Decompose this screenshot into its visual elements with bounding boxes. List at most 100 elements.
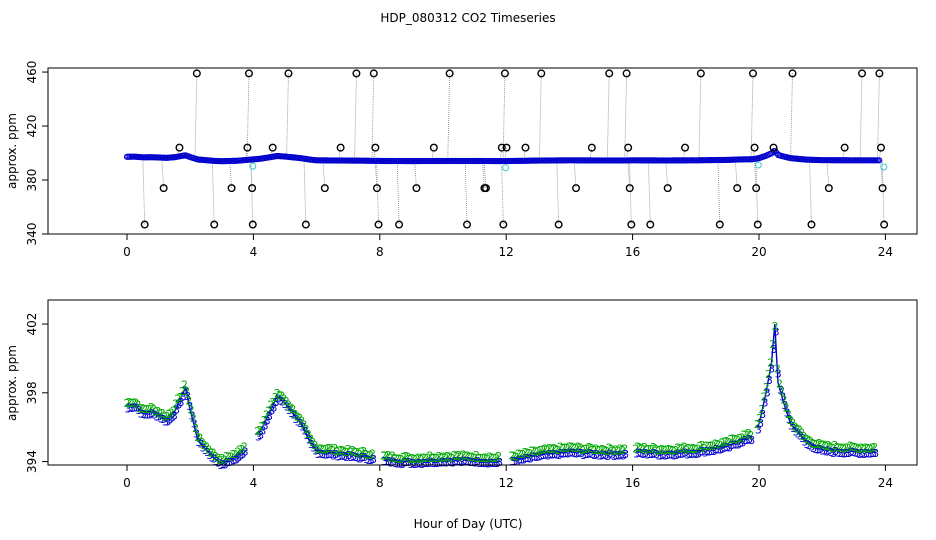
- calibration-point: [244, 69, 253, 78]
- calibration-drop-line: [142, 157, 146, 225]
- bottom-marker-3: 3: [211, 452, 218, 465]
- bottom-marker-2: 2: [685, 442, 692, 455]
- bottom-marker-3: 3: [133, 402, 140, 415]
- calibration-point: [858, 69, 867, 78]
- bottom-marker-3: 3: [492, 457, 499, 470]
- bottom-marker-2: 2: [391, 452, 398, 465]
- bottom-marker-2: 2: [756, 412, 763, 425]
- calibration-drop-line: [270, 147, 274, 158]
- bottom-marker-3: 3: [790, 422, 797, 435]
- bottom-marker-2: 2: [402, 450, 409, 463]
- bottom-marker-2: 2: [721, 435, 728, 448]
- bottom-marker-3: 3: [368, 454, 375, 467]
- bottom-marker-3: 3: [823, 446, 830, 459]
- bottom-marker-2: 2: [179, 385, 186, 398]
- bottom-marker-3: 3: [593, 448, 600, 461]
- bottom-marker-2: 2: [694, 443, 701, 456]
- bottom-marker-3: 3: [299, 420, 306, 433]
- bottom-marker-3: 3: [589, 448, 596, 461]
- bottom-marker-3: 3: [850, 446, 857, 459]
- calibration-point: [140, 220, 149, 229]
- bottom-marker-2: 2: [323, 443, 330, 456]
- calibration-point: [663, 184, 672, 193]
- bottom-marker-3: 3: [397, 458, 404, 471]
- bottom-marker-3: 3: [166, 413, 173, 426]
- bottom-marker-3: 3: [715, 443, 722, 456]
- bottom-marker-2: 2: [865, 442, 872, 455]
- bottom-marker-2: 2: [637, 442, 644, 455]
- calibration-point: [605, 69, 614, 78]
- bottom-marker-3: 3: [863, 447, 870, 460]
- bottom-marker-3: 3: [691, 447, 698, 460]
- bottom-marker-3: 3: [421, 457, 428, 470]
- bottom-marker-3: 3: [195, 436, 202, 449]
- bottom-marker-3: 3: [762, 396, 769, 409]
- bottom-marker-2: 2: [210, 447, 217, 460]
- bottom-marker-2: 2: [438, 452, 445, 465]
- calibration-point: [537, 69, 546, 78]
- calibration-drop-line: [734, 159, 738, 189]
- bottom-marker-2: 2: [531, 444, 538, 457]
- bottom-marker-3: 3: [642, 447, 649, 460]
- bottom-marker-2: 2: [617, 443, 624, 456]
- bottom-marker-2: 2: [725, 436, 732, 449]
- calibration-drop-line: [414, 161, 417, 189]
- bottom-marker-2: 2: [347, 445, 354, 458]
- bottom-marker-3: 3: [454, 456, 461, 469]
- calibration-drop-line: [629, 160, 632, 225]
- bottom-marker-3: 3: [680, 448, 687, 461]
- bottom-marker-3: 3: [682, 447, 689, 460]
- bottom-marker-3: 3: [635, 446, 642, 459]
- bottom-marker-3: 3: [755, 423, 762, 436]
- bottom-marker-2: 2: [634, 440, 641, 453]
- bottom-marker-3: 3: [764, 387, 771, 400]
- bottom-marker-2: 2: [484, 453, 491, 466]
- bottom-marker-2: 2: [356, 447, 363, 460]
- bottom-marker-3: 3: [315, 448, 322, 461]
- bottom-marker-3: 3: [266, 410, 273, 423]
- bottom-marker-2: 2: [621, 442, 628, 455]
- bottom-marker-2: 2: [274, 387, 281, 400]
- bottom-marker-2: 2: [196, 431, 203, 444]
- bottom-marker-2: 2: [641, 441, 648, 454]
- bottom-marker-3: 3: [870, 447, 877, 460]
- bottom-marker-2: 2: [135, 398, 142, 411]
- bottom-marker-3: 3: [651, 447, 658, 460]
- bottom-marker-3: 3: [147, 408, 154, 421]
- calibration-drop-line: [483, 161, 487, 189]
- bottom-marker-2: 2: [668, 443, 675, 456]
- bottom-marker-3: 3: [675, 447, 682, 460]
- bottom-marker-2: 2: [561, 441, 568, 454]
- bottom-marker-3: 3: [284, 401, 291, 414]
- bottom-marker-3: 3: [713, 443, 720, 456]
- bottom-axes: 0 4 8 12 16 20 24 394 398 402: [25, 313, 893, 490]
- bottom-marker-2: 2: [223, 450, 230, 463]
- calibration-point: [284, 69, 293, 78]
- calibration-point: [497, 143, 506, 152]
- bottom-marker-2: 2: [575, 441, 582, 454]
- bottom-marker-3: 3: [456, 455, 463, 468]
- bottom-marker-2: 2: [124, 397, 131, 410]
- bottom-marker-2: 2: [305, 428, 312, 441]
- bottom-marker-3: 3: [830, 447, 837, 460]
- bottom-marker-3: 3: [175, 399, 182, 412]
- calibration-point: [646, 220, 655, 229]
- bottom-marker-2: 2: [566, 441, 573, 454]
- top-panel: approx. ppm 0 4 8 12 16 20 24 340 380 420 460: [5, 61, 918, 259]
- bottom-marker-3: 3: [153, 411, 160, 424]
- bottom-marker-2: 2: [778, 384, 785, 397]
- bottom-marker-3: 3: [706, 445, 713, 458]
- bottom-marker-2: 2: [515, 447, 522, 460]
- bottom-marker-3: 3: [158, 413, 165, 426]
- bottom-marker-3: 3: [582, 448, 589, 461]
- bottom-marker-3: 3: [481, 457, 488, 470]
- bottom-marker-2: 2: [513, 450, 520, 463]
- bottom-marker-3: 3: [335, 450, 342, 463]
- bottom-marker-3: 3: [618, 448, 625, 461]
- bottom-marker-3: 3: [383, 455, 390, 468]
- bottom-marker-3: 3: [543, 449, 550, 462]
- bottom-marker-2: 2: [825, 439, 832, 452]
- bottom-marker-3: 3: [728, 439, 735, 452]
- calibration-point: [824, 184, 833, 193]
